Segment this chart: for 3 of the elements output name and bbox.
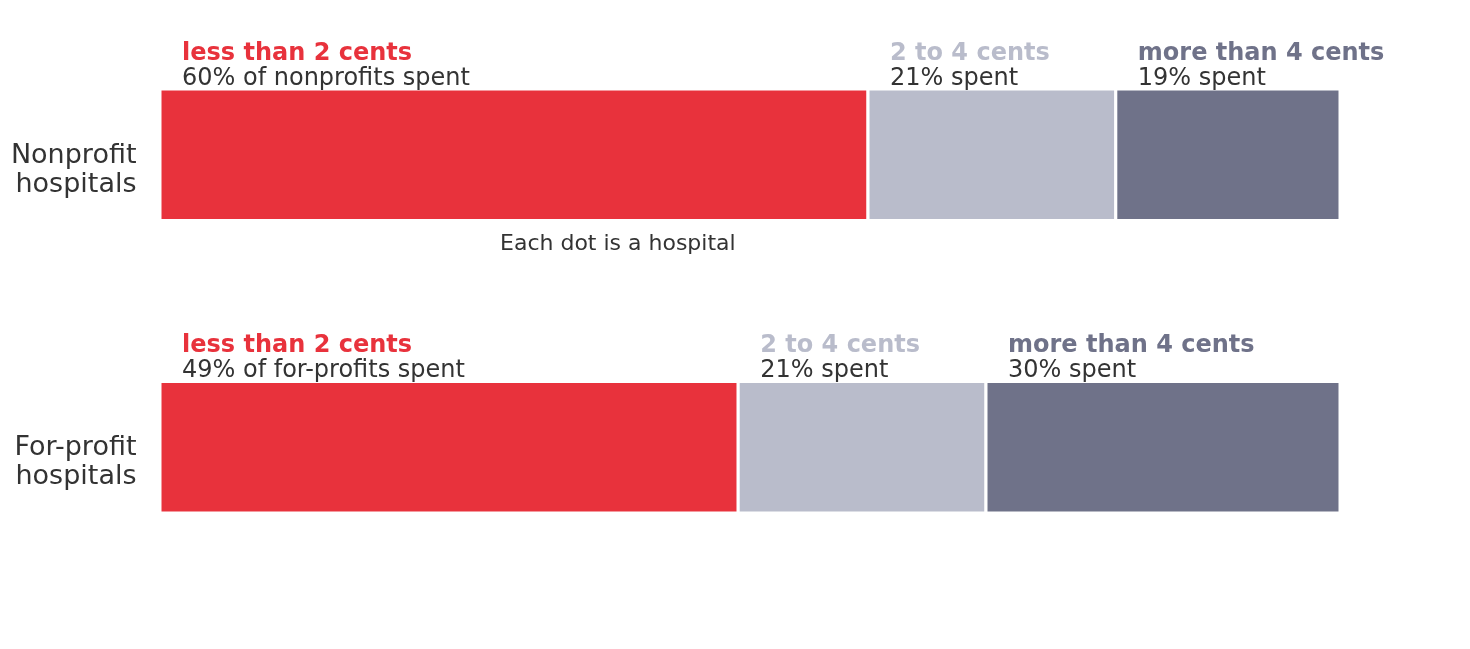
annotation: Each dot is a hospital — [500, 229, 736, 255]
y-tick-label: Nonprofit hospitals — [10, 137, 137, 198]
y-tick-label: For-profit hospitals — [14, 430, 137, 491]
